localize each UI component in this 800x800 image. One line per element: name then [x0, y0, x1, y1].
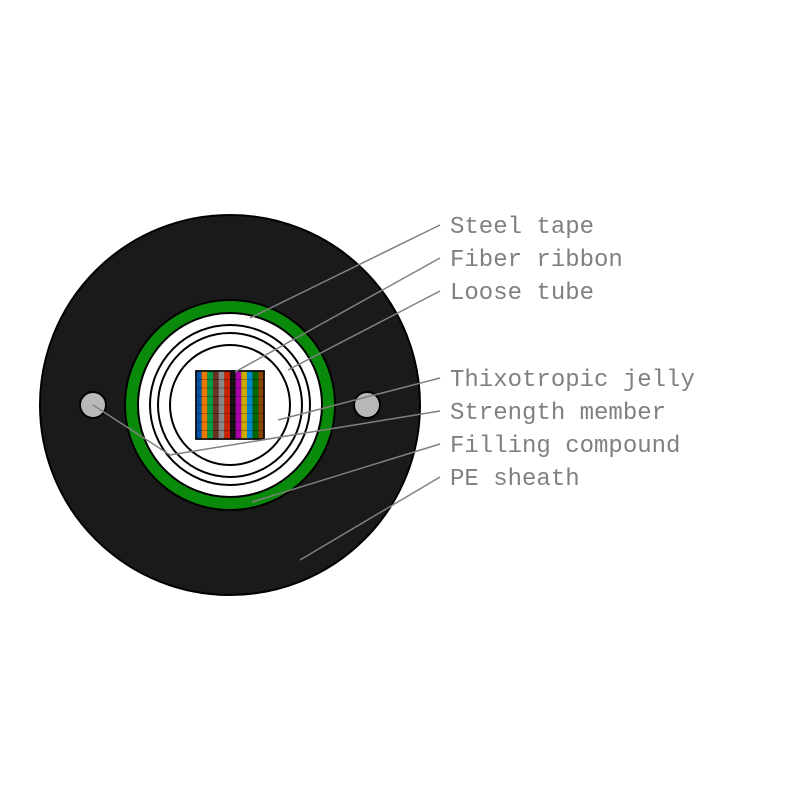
label-fiber-ribbon: Fiber ribbon	[450, 247, 623, 274]
label-strength-member: Strength member	[450, 400, 666, 427]
label-thixotropic-jelly: Thixotropic jelly	[450, 367, 695, 394]
label-loose-tube: Loose tube	[450, 280, 594, 307]
cable-cross-section	[0, 0, 800, 800]
label-filling-compound: Filling compound	[450, 433, 680, 460]
label-steel-tape: Steel tape	[450, 214, 594, 241]
label-pe-sheath: PE sheath	[450, 466, 580, 493]
